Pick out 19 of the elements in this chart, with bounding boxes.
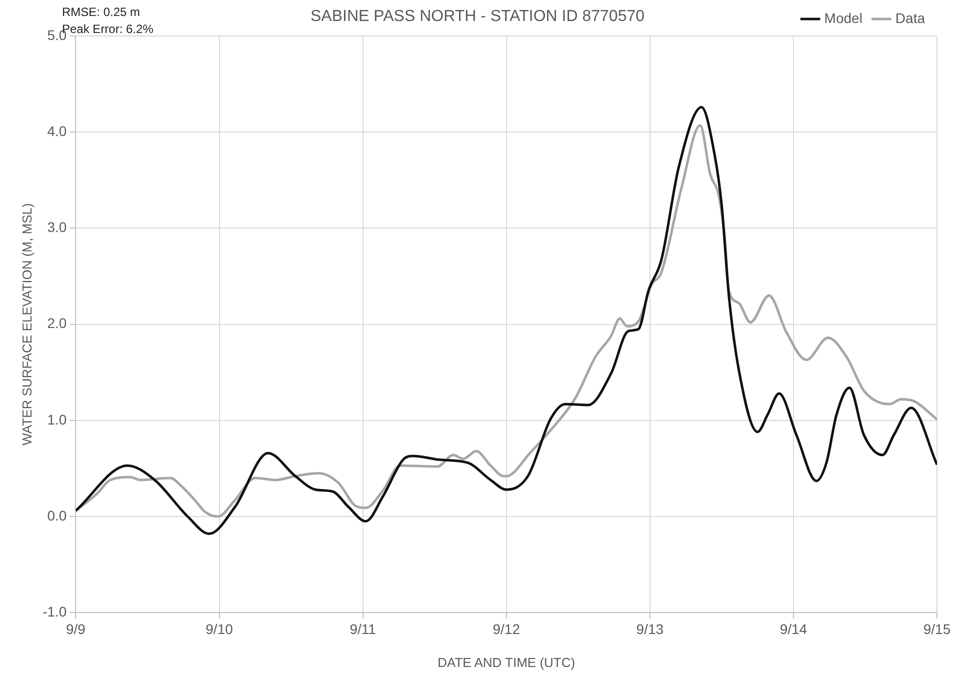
y-tick-label: 0.0: [47, 507, 67, 524]
x-tick-label: 9/11: [350, 620, 376, 637]
y-tick-label: 2.0: [47, 315, 67, 332]
chart-title: SABINE PASS NORTH - STATION ID 8770570: [310, 8, 645, 25]
x-tick-label: 9/10: [206, 620, 234, 637]
text: RMSE: 0.25 m: [62, 4, 142, 21]
x-tick-label: 9/15: [923, 620, 951, 637]
x-tick-label: 9/9: [66, 620, 86, 637]
y-tick-label: 3.0: [47, 219, 67, 236]
y-tick-label: 1.0: [47, 411, 67, 428]
y-axis-title: WATER SURFACE ELEVATION (M, MSL): [19, 203, 34, 446]
x-tick-label: 9/12: [492, 620, 520, 637]
x-tick-label: 9/13: [636, 620, 664, 637]
y-tick-label: 4.0: [47, 122, 67, 139]
legend-label: Model: [824, 10, 862, 26]
x-axis-title: DATE AND TIME (UTC): [438, 654, 576, 670]
legend-label: Data: [895, 10, 926, 26]
x-tick-label: 9/14: [780, 620, 808, 637]
y-tick-label: -1.0: [42, 603, 67, 620]
